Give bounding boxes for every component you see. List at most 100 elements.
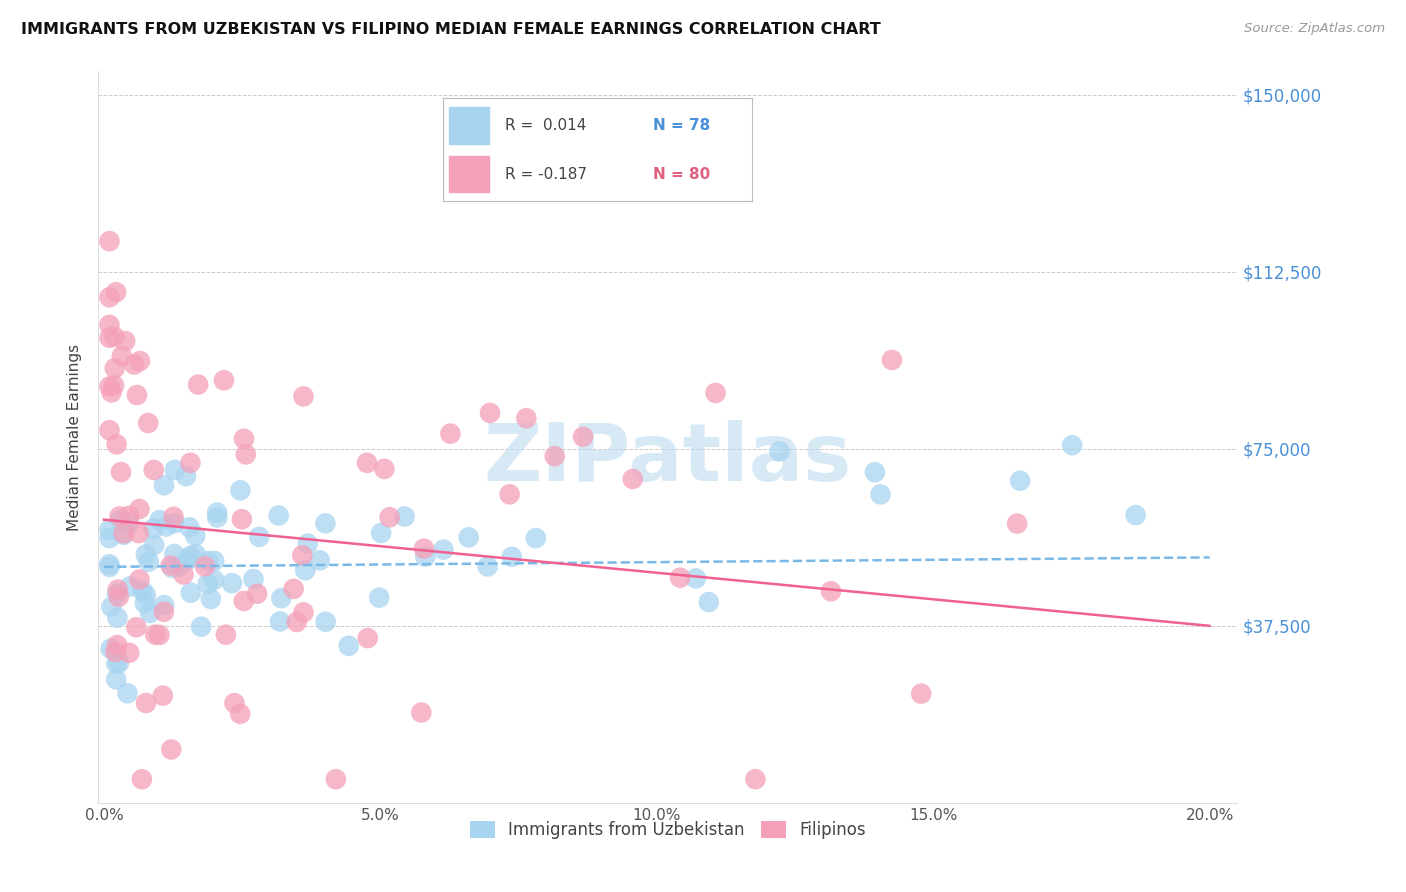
Point bbox=[439, 426, 461, 441]
Point bbox=[235, 447, 257, 461]
Point bbox=[131, 583, 153, 598]
Point bbox=[880, 353, 903, 368]
Point bbox=[291, 549, 314, 563]
Point bbox=[125, 620, 148, 634]
Point bbox=[315, 615, 337, 629]
Point bbox=[357, 631, 380, 645]
Point bbox=[153, 478, 176, 492]
Point bbox=[142, 522, 165, 536]
Point bbox=[247, 530, 270, 544]
Point bbox=[744, 772, 766, 787]
Point bbox=[269, 615, 291, 629]
Point bbox=[98, 290, 121, 304]
Point bbox=[107, 590, 129, 604]
Point bbox=[378, 510, 401, 524]
Point bbox=[394, 509, 416, 524]
Point bbox=[413, 541, 436, 556]
Point bbox=[184, 547, 207, 561]
Point bbox=[136, 416, 159, 430]
Point bbox=[224, 696, 246, 710]
Point bbox=[1125, 508, 1147, 522]
Point bbox=[131, 772, 153, 787]
Point bbox=[103, 378, 125, 392]
Point bbox=[124, 358, 146, 372]
Point bbox=[98, 379, 121, 393]
Point bbox=[432, 542, 454, 557]
Point bbox=[159, 558, 181, 573]
Point bbox=[202, 573, 225, 587]
Point bbox=[411, 706, 433, 720]
Point bbox=[415, 549, 437, 564]
Point bbox=[285, 615, 308, 629]
Point bbox=[100, 641, 122, 656]
Bar bbox=[449, 155, 489, 193]
Point bbox=[128, 573, 150, 587]
Point bbox=[98, 318, 121, 332]
Text: N = 78: N = 78 bbox=[654, 119, 710, 133]
Point bbox=[128, 502, 150, 516]
Point bbox=[297, 536, 319, 550]
Point bbox=[697, 595, 720, 609]
Point bbox=[114, 334, 136, 348]
Point bbox=[138, 555, 160, 569]
Point bbox=[477, 559, 499, 574]
Point bbox=[98, 423, 121, 437]
Point bbox=[112, 528, 135, 542]
Point bbox=[163, 463, 186, 477]
Point bbox=[98, 531, 121, 545]
Text: R = -0.187: R = -0.187 bbox=[505, 167, 586, 182]
Point bbox=[325, 772, 347, 787]
Point bbox=[246, 587, 269, 601]
Point bbox=[1005, 516, 1028, 531]
Text: Source: ZipAtlas.com: Source: ZipAtlas.com bbox=[1244, 22, 1385, 36]
Y-axis label: Median Female Earnings: Median Female Earnings bbox=[67, 343, 83, 531]
Point bbox=[107, 582, 129, 597]
Point bbox=[98, 523, 121, 537]
Point bbox=[143, 627, 166, 641]
Point bbox=[163, 547, 186, 561]
Point bbox=[98, 558, 121, 572]
Point bbox=[129, 354, 152, 368]
Point bbox=[621, 472, 644, 486]
Point bbox=[373, 462, 395, 476]
Point bbox=[1062, 438, 1084, 452]
Point bbox=[669, 571, 692, 585]
Point bbox=[314, 516, 336, 531]
Point bbox=[572, 430, 595, 444]
Point bbox=[180, 585, 202, 599]
Point bbox=[187, 377, 209, 392]
Point bbox=[110, 513, 132, 527]
Point bbox=[155, 519, 177, 533]
Point bbox=[197, 576, 219, 591]
Point bbox=[457, 530, 479, 544]
Point bbox=[105, 657, 128, 671]
Bar bbox=[449, 107, 489, 145]
Point bbox=[174, 469, 197, 483]
Point bbox=[118, 508, 141, 523]
Point bbox=[292, 605, 315, 619]
Point bbox=[135, 548, 157, 562]
Point bbox=[194, 559, 217, 574]
Point bbox=[1010, 474, 1032, 488]
Point bbox=[515, 411, 537, 425]
Point bbox=[110, 465, 132, 479]
Point bbox=[153, 598, 176, 612]
Point bbox=[98, 560, 121, 574]
Point bbox=[163, 516, 186, 531]
Point bbox=[103, 329, 125, 343]
Point bbox=[125, 388, 148, 402]
Point bbox=[207, 510, 229, 524]
Point bbox=[202, 554, 225, 568]
Point bbox=[179, 456, 201, 470]
Point bbox=[100, 385, 122, 400]
Point bbox=[190, 620, 212, 634]
Point bbox=[205, 506, 228, 520]
Point bbox=[108, 509, 131, 524]
Point bbox=[98, 234, 121, 248]
Point bbox=[267, 508, 290, 523]
Point bbox=[108, 656, 131, 670]
Point bbox=[337, 639, 360, 653]
Point bbox=[229, 706, 252, 721]
Point bbox=[863, 465, 886, 479]
Point bbox=[308, 553, 330, 567]
